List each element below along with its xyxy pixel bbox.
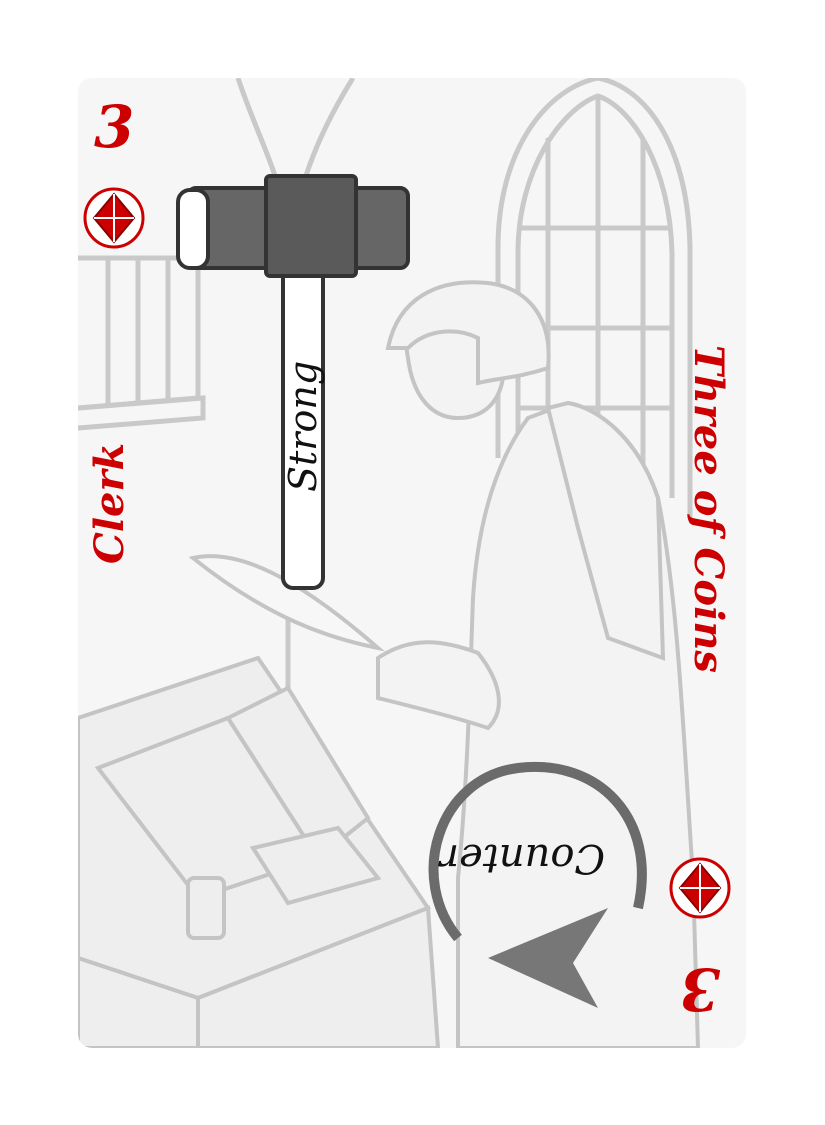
playing-card[interactable]: [78, 78, 746, 1048]
rank-bottom: 3: [680, 955, 721, 1023]
hammer-illustration: [176, 174, 410, 590]
card-name: Clerk: [86, 442, 133, 564]
quill: [188, 554, 385, 652]
rank-top: 3: [94, 93, 135, 161]
card-title: Three of Coins: [685, 345, 732, 673]
diamond-suit-icon: [669, 857, 731, 919]
keyword-label: Strong: [281, 360, 325, 492]
counter-arrow-icon: [428, 761, 647, 1008]
action-label: Counter: [440, 835, 606, 881]
card-illustration: [78, 78, 701, 1048]
gothic-window: [495, 78, 693, 518]
diamond-suit-icon: [83, 187, 145, 249]
bonnet: [385, 280, 551, 386]
